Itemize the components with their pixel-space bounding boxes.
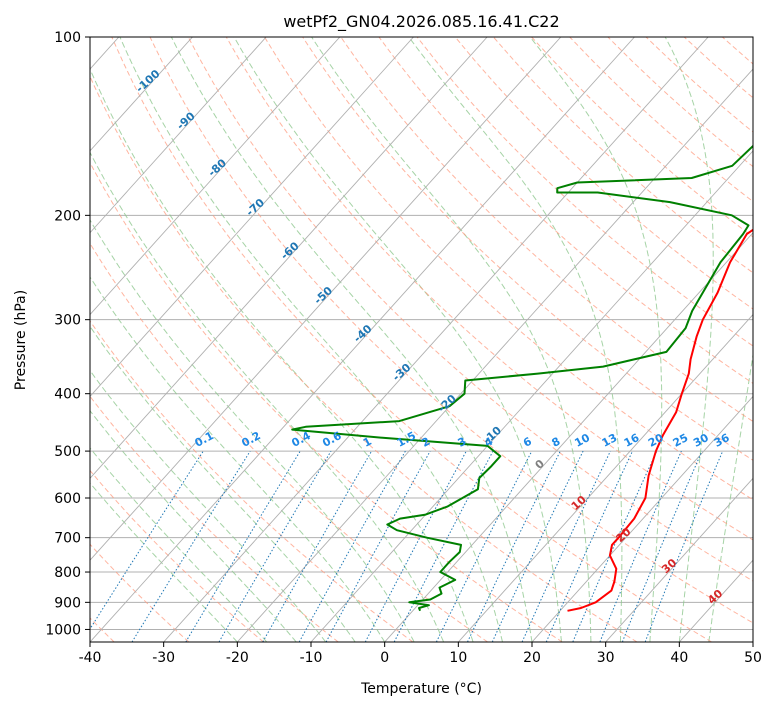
x-tick-label: -30	[152, 650, 175, 666]
moist-adiabat	[90, 218, 415, 642]
isotherm-line	[90, 37, 193, 152]
dry-adiabat	[187, 37, 753, 582]
isotherm-line	[457, 313, 753, 642]
y-tick-label: 300	[54, 313, 81, 329]
isotherm-line	[90, 37, 562, 561]
isotherm-line	[90, 37, 341, 316]
isotherm-line	[90, 37, 414, 398]
x-tick-label: 50	[744, 650, 762, 666]
dry-adiabat	[90, 161, 563, 642]
plot-area: 0.1 0.2 0.4 0.6 1 1.5 2 3 4 6 8 10 13 16 20 25 30 36-100-…	[90, 37, 753, 642]
isotherm-line	[90, 37, 635, 642]
dry-adiabat	[416, 37, 753, 347]
mixing-ratio-line	[90, 450, 204, 630]
mixing-ratio-line	[185, 450, 301, 642]
moist-adiabat	[119, 37, 503, 642]
x-tick-label: 40	[670, 650, 688, 666]
x-tick-label: 0	[380, 650, 389, 666]
mixing-ratio-line	[621, 450, 703, 642]
mixing-ratio-label: 30	[691, 431, 711, 450]
moist-adiabat	[311, 37, 592, 642]
moist-adiabat	[90, 67, 474, 642]
isotherms	[90, 37, 753, 642]
dry-adiabat	[90, 75, 638, 642]
moist-adiabat	[233, 37, 562, 642]
dry-adiabat	[111, 37, 712, 642]
moist-adiabat	[408, 37, 623, 642]
isotherm-line	[605, 477, 753, 642]
y-tick-label: 800	[54, 565, 81, 581]
temperature-profile-line	[567, 228, 753, 612]
mixing-ratio-line	[572, 450, 658, 642]
y-tick-label: 600	[54, 491, 81, 507]
isotherm-line	[90, 37, 488, 479]
dry-adiabat	[149, 37, 753, 624]
dry-adiabat	[454, 37, 753, 310]
y-tick-label: 700	[54, 531, 81, 547]
x-tick-label: 10	[449, 650, 467, 666]
moist-adiabat	[529, 37, 663, 642]
x-tick-label: -10	[300, 650, 323, 666]
y-tick-label: 200	[54, 208, 81, 224]
x-tick-label: 20	[523, 650, 541, 666]
x-axis-label: Temperature (°C)	[360, 681, 482, 697]
y-tick-label: 500	[54, 444, 81, 460]
moist-adiabat	[708, 351, 753, 642]
moist-adiabat	[90, 276, 386, 642]
dry-adiabat	[264, 37, 753, 501]
moist-adiabats	[90, 37, 753, 642]
dry-adiabat	[340, 37, 753, 423]
moist-adiabat	[664, 37, 714, 642]
isotherm-line	[384, 232, 753, 642]
isotherm-line	[310, 150, 753, 642]
dewpoint-profile-line	[291, 144, 753, 612]
moist-adiabat	[170, 37, 533, 642]
mixing-ratio-line	[644, 450, 724, 642]
chart-title: wetPf2_GN04.2026.085.16.41.C22	[283, 12, 559, 32]
mixing-ratio-line	[435, 450, 533, 642]
plot-frame	[89, 36, 754, 643]
x-tick-label: -20	[226, 650, 249, 666]
mixing-ratio-label: 20	[646, 431, 666, 450]
y-tick-label: 900	[54, 595, 81, 611]
isotherm-line	[236, 68, 753, 642]
mixing-ratio-line	[364, 450, 467, 642]
isotherm-line	[531, 395, 753, 642]
mixing-ratio-line	[521, 450, 611, 642]
y-axis-label: Pressure (hPa)	[13, 290, 29, 390]
mixing-ratio-label: 13	[600, 431, 620, 450]
x-tick-label: -40	[79, 650, 102, 666]
mixing-ratio-label: 10	[572, 431, 592, 450]
mixing-ratio-line	[131, 450, 251, 642]
mixing-ratio-line	[298, 450, 406, 642]
mixing-ratio-line	[545, 450, 633, 642]
mixing-ratio-label: 16	[622, 431, 642, 450]
mixing-ratio-line	[325, 450, 431, 642]
moist-adiabat	[90, 369, 327, 642]
profile-series	[291, 144, 753, 612]
x-axis-ticks: -40 -30 -20 -10 0 10 20 30 40 50	[79, 642, 762, 666]
isotherm-line	[90, 37, 267, 234]
y-tick-label: 1000	[45, 622, 81, 638]
mixing-ratio-line	[491, 450, 584, 642]
y-axis-ticks: 100 200 300 400 500 600 700 800 900 1000	[45, 30, 90, 638]
mixing-ratio-label: 36	[712, 431, 732, 450]
moist-adiabat	[90, 409, 297, 642]
mixing-ratio-label: 25	[671, 431, 691, 450]
moist-adiabat	[90, 447, 268, 642]
moist-adiabat	[90, 482, 238, 642]
mixing-ratio-lines	[90, 450, 724, 642]
y-tick-label: 100	[54, 30, 81, 46]
y-tick-label: 400	[54, 387, 81, 403]
x-tick-label: 30	[597, 650, 615, 666]
isotherm-line	[163, 37, 709, 642]
dry-adiabat	[90, 395, 339, 642]
pressure-gridlines	[90, 37, 753, 630]
dry-adiabat	[90, 469, 264, 642]
mixing-ratio-line	[599, 450, 682, 642]
